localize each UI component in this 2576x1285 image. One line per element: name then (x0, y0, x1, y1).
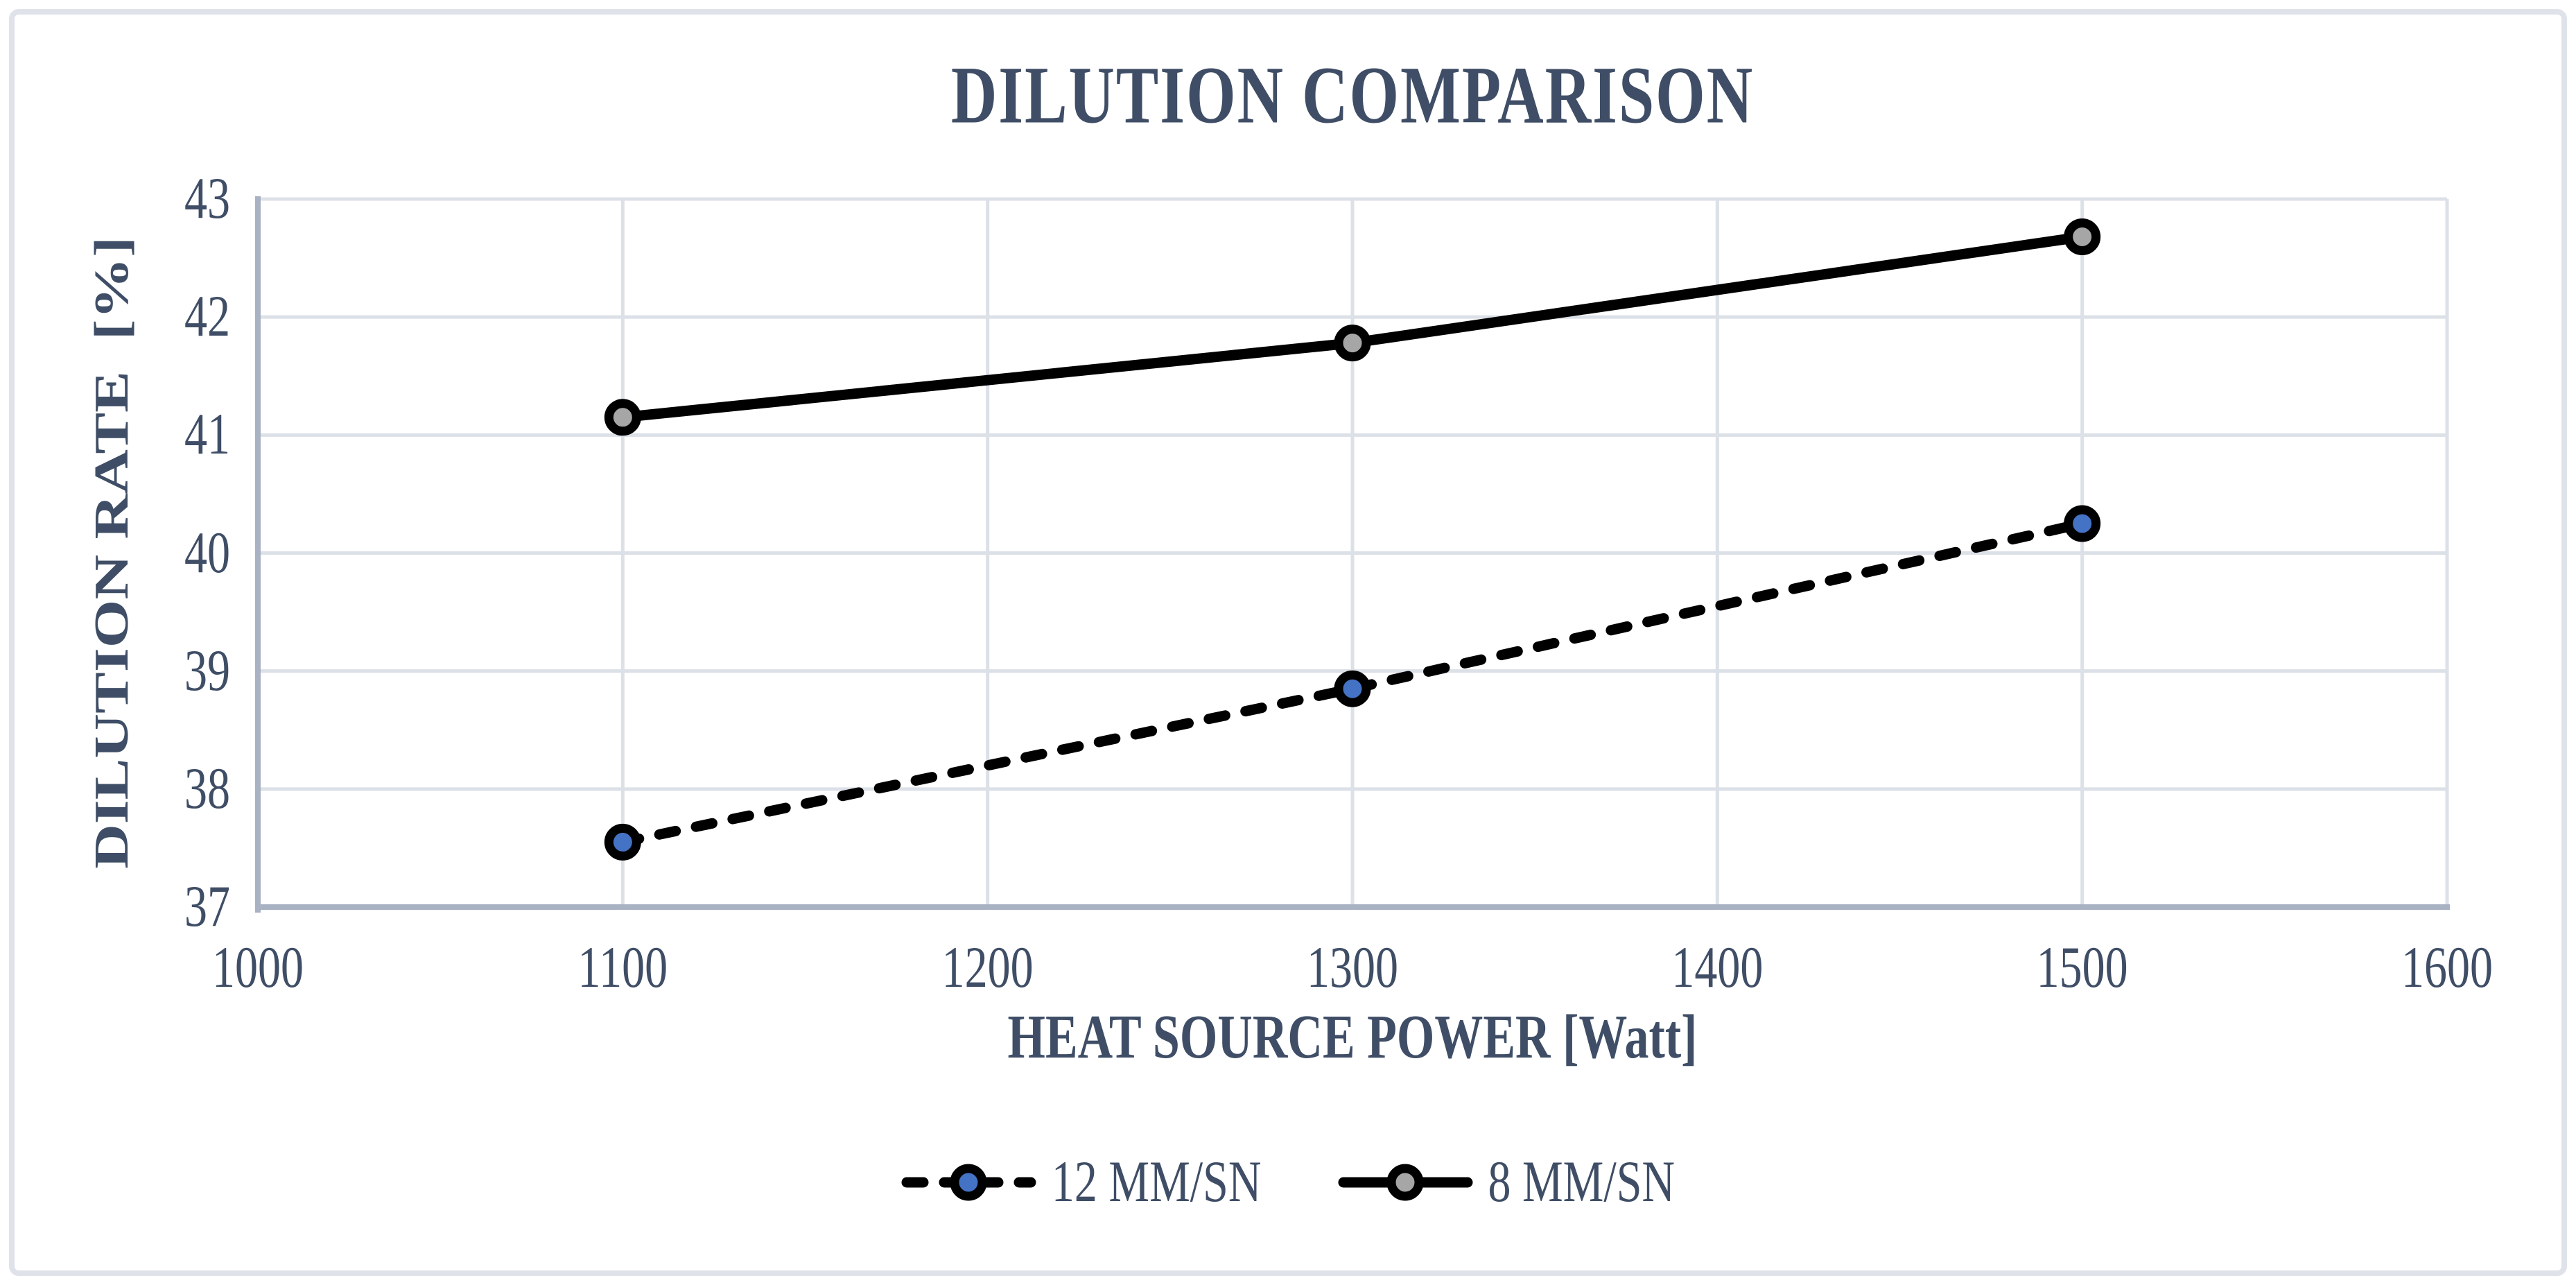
data-point-marker (2064, 505, 2101, 542)
y-tick-label: 41 (184, 402, 230, 467)
x-axis-title: HEAT SOURCE POWER [Watt] (1007, 1003, 1698, 1072)
y-tick-label: 37 (184, 874, 230, 940)
data-point-marker (604, 823, 641, 861)
y-tick-label: 38 (184, 756, 230, 821)
x-tick-label: 1600 (2401, 935, 2493, 1001)
y-tick-label: 42 (184, 284, 230, 350)
legend-label-8mmsn: 8 MM/SN (1488, 1149, 1676, 1215)
data-point-marker (1334, 670, 1371, 707)
legend-item-8mmsn: 8 MM/SN (1338, 1153, 1675, 1211)
y-tick-label: 39 (184, 638, 230, 703)
x-tick-label: 1500 (2036, 935, 2128, 1001)
legend-item-12mmsn: 12 MM/SN (901, 1153, 1262, 1211)
x-tick-label: 1200 (941, 935, 1034, 1001)
x-tick-label: 1100 (577, 935, 668, 1001)
data-point-marker (604, 399, 641, 436)
data-point-marker (2064, 218, 2101, 255)
legend-solid-line-marker-icon (1338, 1164, 1472, 1201)
x-tick-label: 1400 (1671, 935, 1764, 1001)
chart-title: DILUTION COMPARISON (950, 49, 1755, 141)
legend: 12 MM/SN 8 MM/SN (0, 1153, 2576, 1211)
data-point-marker (1334, 325, 1371, 362)
x-tick-label: 1000 (212, 935, 304, 1001)
x-tick-label: 1300 (1307, 935, 1398, 1001)
legend-label-12mmsn: 12 MM/SN (1051, 1149, 1262, 1215)
y-tick-label: 40 (184, 520, 230, 585)
y-tick-label: 43 (184, 166, 230, 232)
y-axis-title: DILUTION RATE [%] (85, 236, 139, 869)
chart-border-frame (9, 9, 2567, 1276)
legend-dashed-line-marker-icon (901, 1164, 1036, 1201)
